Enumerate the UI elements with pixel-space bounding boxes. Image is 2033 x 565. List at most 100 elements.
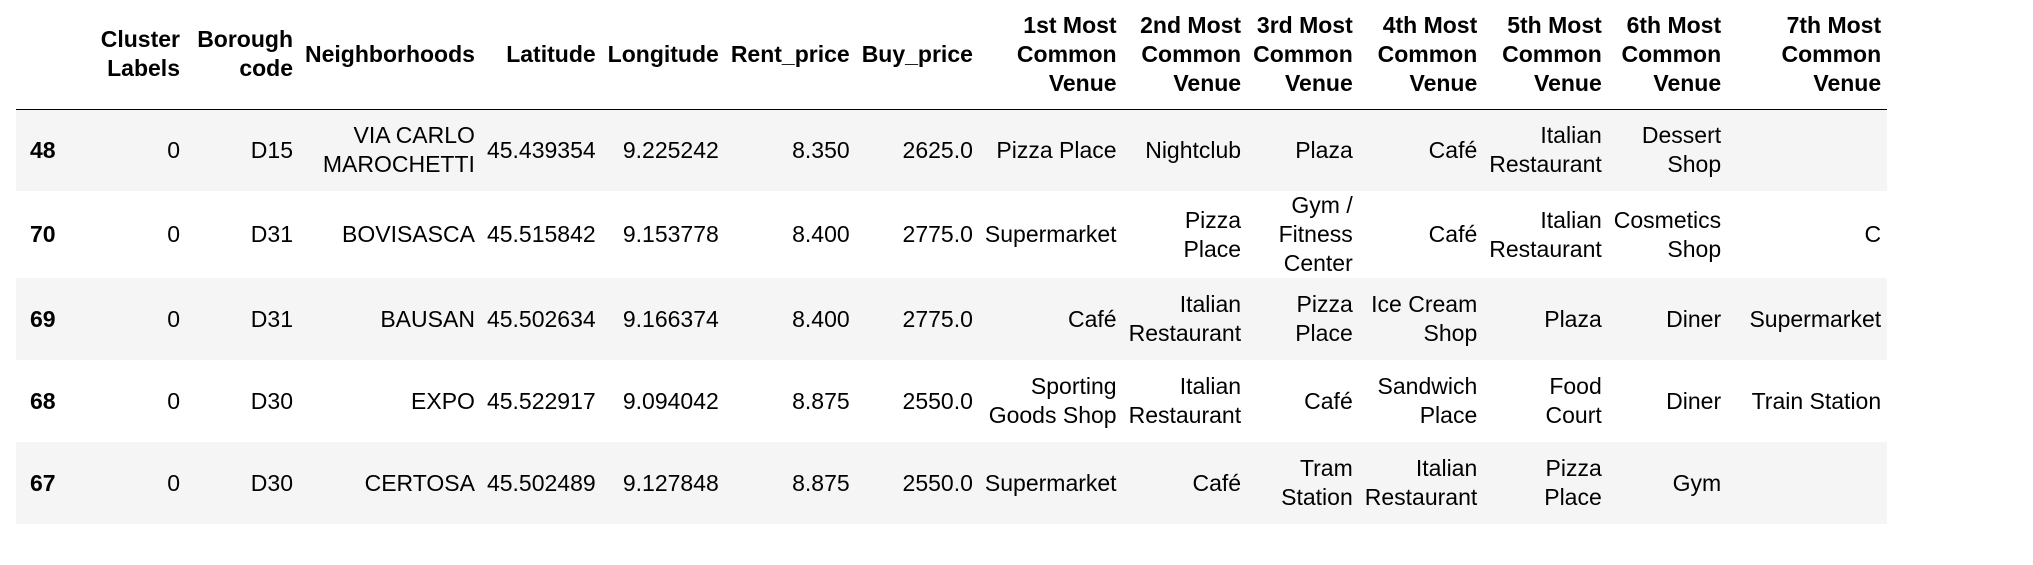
row-index: 69	[30, 305, 56, 332]
column-header-rent-price: Rent_price	[724, 0, 856, 110]
table-cell: Italian Restaurant	[1489, 206, 1602, 262]
table-cell: Sandwich Place	[1377, 373, 1478, 428]
table-row: 69 0 D31 BAUSAN 45.502634 9.166374 8.400…	[16, 278, 1888, 360]
table-cell: Italian Restaurant	[1489, 122, 1602, 178]
table-cell: Pizza Place	[1544, 455, 1602, 510]
header-row: Cluster Labels Borough code Neighborhood…	[16, 0, 1888, 110]
table-cell: 0	[167, 469, 180, 496]
table-cell: BOVISASCA	[342, 221, 475, 247]
table-cell: Café	[1192, 469, 1242, 496]
row-index: 48	[30, 136, 56, 163]
table-cell	[1727, 442, 1887, 524]
table-body: 48 0 D15 VIA CARLO MAROCHETTI 45.439354 …	[16, 109, 1888, 524]
table-cell: 0	[167, 221, 180, 247]
table-cell: D31	[250, 221, 293, 247]
table-cell: Pizza Place	[1183, 206, 1242, 262]
table-cell: Food Court	[1545, 373, 1602, 428]
table-cell: D30	[250, 387, 293, 414]
table-cell	[1727, 109, 1887, 191]
column-header-latitude: Latitude	[480, 0, 602, 110]
dataframe-table: Cluster Labels Borough code Neighborhood…	[16, 0, 1888, 524]
table-cell: D30	[250, 469, 293, 496]
table-cell: Gym / Fitness Center	[1278, 192, 1353, 276]
table-cell: Diner	[1666, 305, 1722, 332]
table-cell: VIA CARLO MAROCHETTI	[322, 122, 475, 178]
table-cell: 45.502634	[486, 305, 596, 332]
table-cell: 45.515842	[486, 221, 596, 247]
column-header-cluster-labels: Cluster Labels	[78, 0, 186, 110]
table-cell: CERTOSA	[364, 469, 475, 496]
column-header-venue-1: 1st Most Common Venue	[978, 0, 1123, 110]
table-cell: Café	[1067, 305, 1117, 332]
table-cell: Café	[1304, 387, 1353, 414]
table-cell: Café	[1428, 221, 1478, 247]
table-row: 68 0 D30 EXPO 45.522917 9.094042 8.875 2…	[16, 360, 1888, 442]
table-cell: 9.094042	[622, 387, 719, 414]
table-row: 70 0 D31 BOVISASCA 45.515842 9.153778 8.…	[16, 191, 1888, 278]
table-cell: 45.439354	[486, 136, 596, 163]
table-cell: Italian Restaurant	[1128, 373, 1242, 428]
table-cell: Gym	[1672, 469, 1722, 496]
table-cell: 2775.0	[902, 221, 973, 247]
column-header-venue-4: 4th Most Common Venue	[1358, 0, 1484, 110]
column-header-borough-code: Borough code	[186, 0, 299, 110]
table-header: Cluster Labels Borough code Neighborhood…	[16, 0, 1888, 110]
column-header-index	[16, 0, 78, 110]
table-cell: 2775.0	[902, 305, 973, 332]
table-cell: Dessert Shop	[1641, 122, 1722, 178]
table-cell: Train Station	[1751, 387, 1882, 414]
column-header-longitude: Longitude	[601, 0, 725, 110]
column-header-venue-7: 7th Most Common Venue	[1727, 0, 1888, 110]
table-row: 48 0 D15 VIA CARLO MAROCHETTI 45.439354 …	[16, 109, 1888, 191]
table-cell: Supermarket	[984, 221, 1117, 247]
table-cell: 0	[167, 305, 180, 332]
table-cell: D15	[250, 136, 293, 163]
table-cell: BAUSAN	[380, 305, 475, 332]
table-cell: 8.400	[792, 305, 850, 332]
table-cell: 9.127848	[622, 469, 719, 496]
table-cell: C	[1864, 221, 1882, 247]
row-index: 68	[30, 387, 56, 414]
table-cell: Café	[1428, 136, 1478, 163]
table-cell: Tram Station	[1281, 455, 1353, 510]
table-cell: 0	[167, 387, 180, 414]
table-cell: Pizza Place	[1295, 291, 1353, 346]
table-cell: Diner	[1666, 387, 1722, 414]
dataframe-output: Cluster Labels Borough code Neighborhood…	[16, 0, 2033, 565]
table-cell: Plaza	[1295, 136, 1353, 163]
table-cell: 9.153778	[622, 221, 719, 247]
table-cell: 45.522917	[486, 387, 596, 414]
table-cell: 0	[167, 136, 180, 163]
table-cell: Supermarket	[1749, 305, 1882, 332]
column-header-buy-price: Buy_price	[855, 0, 979, 110]
table-cell: EXPO	[411, 387, 475, 414]
table-cell: 9.225242	[622, 136, 719, 163]
table-cell: 8.875	[792, 469, 850, 496]
table-cell: 8.875	[792, 387, 850, 414]
table-cell: 2625.0	[902, 136, 973, 163]
table-cell: Nightclub	[1145, 136, 1242, 163]
table-cell: Cosmetics Shop	[1613, 206, 1722, 262]
column-header-venue-6: 6th Most Common Venue	[1607, 0, 1728, 110]
table-cell: Ice Cream Shop	[1371, 291, 1478, 346]
table-cell: 45.502489	[486, 469, 596, 496]
table-cell: Italian Restaurant	[1128, 291, 1242, 346]
table-cell: Plaza	[1544, 305, 1602, 332]
table-cell: Pizza Place	[996, 136, 1117, 163]
table-cell: Italian Restaurant	[1364, 455, 1478, 510]
table-cell: 2550.0	[902, 387, 973, 414]
table-cell: 8.400	[792, 221, 850, 247]
table-row: 67 0 D30 CERTOSA 45.502489 9.127848 8.87…	[16, 442, 1888, 524]
table-cell: 2550.0	[902, 469, 973, 496]
row-index: 67	[30, 469, 56, 496]
column-header-venue-3: 3rd Most Common Venue	[1247, 0, 1359, 110]
column-header-venue-2: 2nd Most Common Venue	[1122, 0, 1248, 110]
table-cell: 8.350	[792, 136, 850, 163]
table-cell: 9.166374	[622, 305, 719, 332]
column-header-venue-5: 5th Most Common Venue	[1483, 0, 1608, 110]
table-cell: D31	[250, 305, 293, 332]
column-header-neighborhoods: Neighborhoods	[299, 0, 481, 110]
table-cell: Supermarket	[984, 469, 1117, 496]
table-cell: Sporting Goods Shop	[988, 373, 1117, 428]
row-index: 70	[30, 221, 56, 247]
